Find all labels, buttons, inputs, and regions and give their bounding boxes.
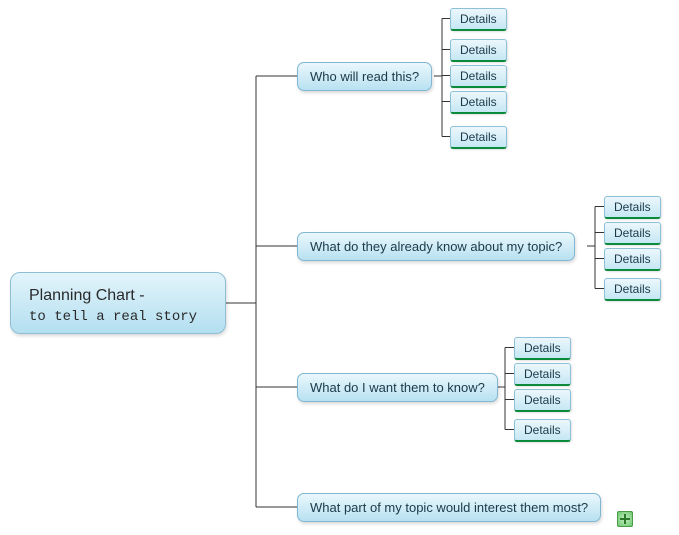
root-subtitle: to tell a real story (29, 309, 207, 325)
leaf-node-2-0[interactable]: Details (514, 337, 571, 360)
leaf-node-0-2[interactable]: Details (450, 65, 507, 88)
leaf-node-1-3[interactable]: Details (604, 278, 661, 301)
root-node[interactable]: Planning Chart - to tell a real story (10, 272, 226, 334)
add-child-icon[interactable] (617, 511, 633, 527)
leaf-node-2-1[interactable]: Details (514, 363, 571, 386)
branch-node-0[interactable]: Who will read this? (297, 62, 432, 91)
branch-node-1[interactable]: What do they already know about my topic… (297, 232, 575, 261)
leaf-node-1-1[interactable]: Details (604, 222, 661, 245)
leaf-node-2-3[interactable]: Details (514, 419, 571, 442)
leaf-node-0-0[interactable]: Details (450, 8, 507, 31)
root-title: Planning Chart - (29, 287, 207, 305)
branch-node-2[interactable]: What do I want them to know? (297, 373, 498, 402)
leaf-node-1-0[interactable]: Details (604, 196, 661, 219)
branch-node-3[interactable]: What part of my topic would interest the… (297, 493, 601, 522)
leaf-node-2-2[interactable]: Details (514, 389, 571, 412)
leaf-node-1-2[interactable]: Details (604, 248, 661, 271)
leaf-node-0-3[interactable]: Details (450, 91, 507, 114)
leaf-node-0-1[interactable]: Details (450, 39, 507, 62)
leaf-node-0-4[interactable]: Details (450, 126, 507, 149)
